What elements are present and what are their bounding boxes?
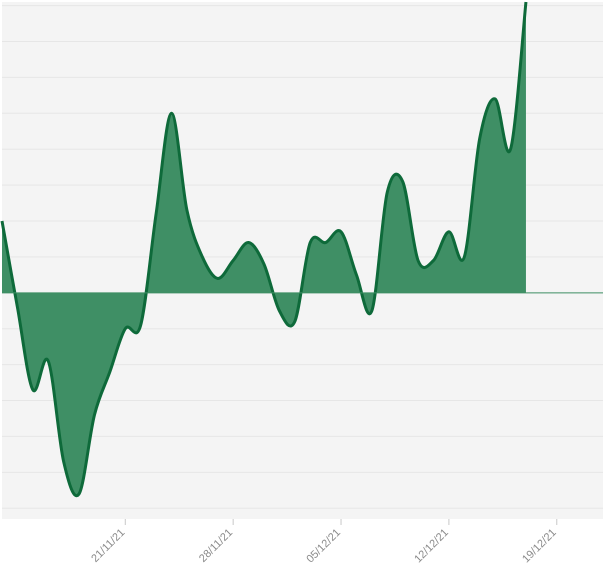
x-tick-label: 05/12/21 <box>304 527 343 566</box>
x-axis-tick-labels: 21/11/21 28/11/21 05/12/21 12/12/21 19/12/21 <box>89 527 559 566</box>
x-axis-ticks <box>124 519 558 525</box>
series-line <box>0 1 528 498</box>
x-tick-label: 21/11/21 <box>89 527 127 565</box>
x-tick-label: 28/11/21 <box>197 527 235 565</box>
x-tick-label: 19/12/21 <box>520 527 559 566</box>
x-tick-label: 12/12/21 <box>412 527 451 566</box>
